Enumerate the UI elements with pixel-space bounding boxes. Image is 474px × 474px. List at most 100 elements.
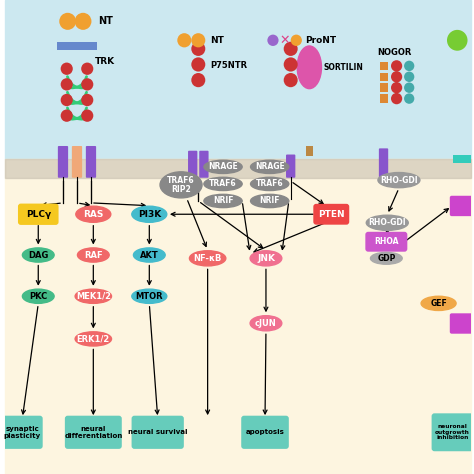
- Text: ✕: ✕: [279, 34, 290, 47]
- Circle shape: [61, 78, 73, 91]
- Circle shape: [404, 93, 414, 104]
- Bar: [380, 62, 388, 70]
- Circle shape: [74, 13, 91, 30]
- Text: TRAF6: TRAF6: [256, 180, 283, 188]
- FancyBboxPatch shape: [379, 148, 388, 178]
- Text: ERK1/2: ERK1/2: [77, 335, 110, 343]
- Circle shape: [391, 60, 402, 72]
- Text: TRK: TRK: [95, 57, 115, 66]
- FancyBboxPatch shape: [65, 416, 122, 449]
- FancyBboxPatch shape: [132, 416, 184, 449]
- Text: synaptic
plasticity: synaptic plasticity: [4, 426, 41, 438]
- FancyBboxPatch shape: [18, 204, 59, 225]
- Bar: [380, 73, 388, 81]
- Ellipse shape: [250, 251, 282, 266]
- Text: neuronal
outgrowth
inhibition: neuronal outgrowth inhibition: [435, 424, 470, 440]
- Ellipse shape: [132, 289, 167, 303]
- Circle shape: [391, 82, 402, 93]
- Circle shape: [283, 73, 298, 87]
- Ellipse shape: [22, 248, 54, 262]
- Ellipse shape: [76, 206, 111, 222]
- Text: PLCγ: PLCγ: [26, 210, 51, 219]
- FancyBboxPatch shape: [72, 146, 82, 178]
- Circle shape: [267, 35, 279, 46]
- Bar: [306, 146, 313, 156]
- Ellipse shape: [134, 248, 165, 262]
- FancyBboxPatch shape: [188, 151, 197, 178]
- Circle shape: [404, 72, 414, 82]
- Circle shape: [391, 71, 402, 82]
- Circle shape: [81, 63, 93, 75]
- Text: RHO-GDI: RHO-GDI: [380, 176, 418, 184]
- Text: neural
differentiation: neural differentiation: [64, 426, 122, 438]
- Text: TRAF6
RIP2: TRAF6 RIP2: [167, 175, 195, 194]
- Ellipse shape: [251, 160, 289, 173]
- FancyBboxPatch shape: [199, 151, 209, 178]
- Circle shape: [81, 94, 93, 106]
- Circle shape: [177, 33, 191, 47]
- Text: NRAGE: NRAGE: [208, 163, 238, 171]
- Ellipse shape: [190, 251, 226, 266]
- Ellipse shape: [421, 296, 456, 310]
- Circle shape: [191, 73, 205, 87]
- FancyBboxPatch shape: [241, 416, 289, 449]
- Circle shape: [283, 42, 298, 56]
- Text: apoptosis: apoptosis: [246, 429, 284, 435]
- Text: RHO-GDI: RHO-GDI: [368, 219, 406, 227]
- Circle shape: [61, 109, 73, 122]
- Bar: [453, 155, 471, 163]
- FancyBboxPatch shape: [2, 416, 43, 449]
- Ellipse shape: [297, 46, 321, 89]
- FancyBboxPatch shape: [365, 232, 407, 252]
- Ellipse shape: [22, 289, 54, 303]
- Circle shape: [404, 82, 414, 93]
- Text: NOGOR: NOGOR: [377, 48, 411, 56]
- Ellipse shape: [204, 177, 242, 191]
- Text: PKC: PKC: [29, 292, 47, 301]
- Circle shape: [61, 94, 73, 106]
- Ellipse shape: [251, 177, 289, 191]
- Ellipse shape: [75, 332, 111, 346]
- Text: RHOA: RHOA: [374, 237, 399, 246]
- Text: NRIF: NRIF: [259, 197, 280, 205]
- Text: NT: NT: [98, 16, 113, 27]
- Ellipse shape: [204, 160, 242, 173]
- Text: P75NTR: P75NTR: [210, 61, 247, 70]
- Text: NRIF: NRIF: [213, 197, 233, 205]
- Circle shape: [283, 57, 298, 72]
- Text: RAS: RAS: [83, 210, 103, 219]
- Text: AKT: AKT: [140, 251, 159, 259]
- FancyBboxPatch shape: [450, 196, 474, 216]
- Text: GDP: GDP: [377, 254, 395, 263]
- Text: PTEN: PTEN: [318, 210, 345, 219]
- FancyBboxPatch shape: [86, 146, 96, 178]
- Bar: [57, 42, 97, 50]
- Bar: [380, 94, 388, 103]
- Circle shape: [81, 109, 93, 122]
- Text: NRAGE: NRAGE: [255, 163, 284, 171]
- FancyBboxPatch shape: [450, 313, 474, 334]
- Ellipse shape: [366, 215, 408, 230]
- Ellipse shape: [250, 316, 282, 331]
- Circle shape: [391, 93, 402, 104]
- Bar: [5, 0, 471, 159]
- Text: NF-κB: NF-κB: [193, 254, 222, 263]
- Bar: [5, 159, 471, 474]
- Text: neural survival: neural survival: [128, 429, 187, 435]
- Text: GEF: GEF: [430, 299, 447, 308]
- Ellipse shape: [204, 194, 242, 208]
- Ellipse shape: [251, 194, 289, 208]
- Circle shape: [191, 57, 205, 72]
- Ellipse shape: [77, 248, 109, 262]
- Text: JNK: JNK: [257, 254, 275, 263]
- FancyBboxPatch shape: [286, 155, 295, 178]
- Bar: [5, 159, 471, 178]
- Ellipse shape: [378, 173, 420, 188]
- Text: MEK1/2: MEK1/2: [76, 292, 111, 301]
- Text: MTOR: MTOR: [136, 292, 163, 301]
- FancyBboxPatch shape: [58, 146, 68, 178]
- Ellipse shape: [160, 172, 202, 198]
- Text: RAF: RAF: [84, 251, 103, 259]
- Circle shape: [191, 33, 205, 47]
- Circle shape: [59, 13, 76, 30]
